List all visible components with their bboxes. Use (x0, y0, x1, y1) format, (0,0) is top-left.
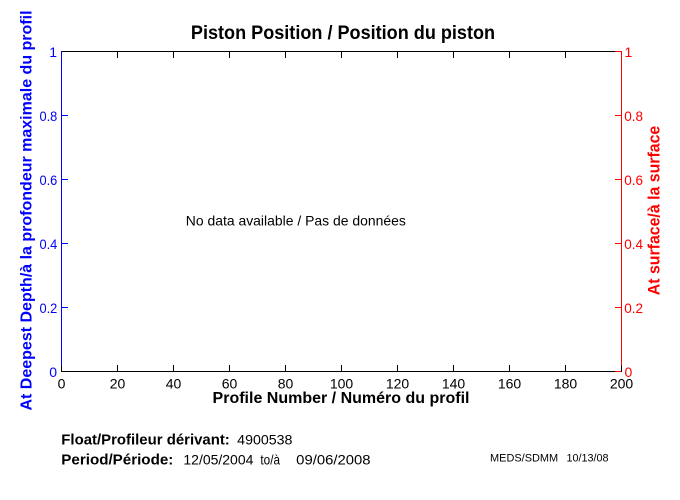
svg-text:0.4: 0.4 (624, 236, 643, 252)
svg-text:120: 120 (386, 375, 410, 391)
svg-text:200: 200 (610, 375, 634, 391)
svg-text:Period/Période:: Period/Période: (61, 451, 173, 468)
svg-text:80: 80 (278, 375, 294, 391)
svg-text:1: 1 (625, 44, 633, 60)
svg-text:100: 100 (330, 375, 354, 391)
svg-text:60: 60 (222, 375, 238, 391)
svg-text:20: 20 (110, 375, 126, 391)
svg-text:0.4: 0.4 (40, 236, 58, 252)
svg-text:40: 40 (166, 375, 182, 391)
svg-text:At Deepest Depth/à la profonde: At Deepest Depth/à la profondeur maximal… (19, 10, 36, 410)
svg-text:0: 0 (625, 364, 633, 380)
svg-text:1: 1 (49, 44, 57, 60)
svg-text:Float/Profileur dérivant:: Float/Profileur dérivant: (61, 431, 230, 448)
svg-text:0.8: 0.8 (40, 108, 58, 124)
svg-text:0.6: 0.6 (40, 172, 58, 188)
svg-text:09/06/2008: 09/06/2008 (296, 451, 371, 467)
svg-text:160: 160 (498, 375, 522, 391)
svg-text:Piston Position / Position du: Piston Position / Position du piston (191, 22, 495, 44)
svg-text:4900538: 4900538 (237, 431, 292, 447)
svg-text:0.2: 0.2 (624, 300, 643, 316)
svg-text:0.8: 0.8 (624, 108, 643, 124)
svg-text:At surface/à la surface: At surface/à la surface (645, 126, 664, 295)
svg-text:180: 180 (554, 375, 578, 391)
svg-text:0.6: 0.6 (624, 172, 643, 188)
svg-text:0.2: 0.2 (40, 300, 58, 316)
svg-text:0: 0 (49, 364, 57, 380)
svg-text:10/13/08: 10/13/08 (567, 453, 609, 465)
svg-text:to/à: to/à (260, 451, 280, 467)
svg-text:No data available / Pas de don: No data available / Pas de données (186, 212, 406, 228)
svg-text:140: 140 (442, 375, 466, 391)
svg-text:MEDS/SDMM: MEDS/SDMM (490, 453, 558, 465)
svg-text:Profile Number / Numéro du pro: Profile Number / Numéro du profil (213, 390, 470, 407)
svg-text:12/05/2004: 12/05/2004 (183, 451, 253, 467)
svg-text:0: 0 (58, 375, 66, 391)
